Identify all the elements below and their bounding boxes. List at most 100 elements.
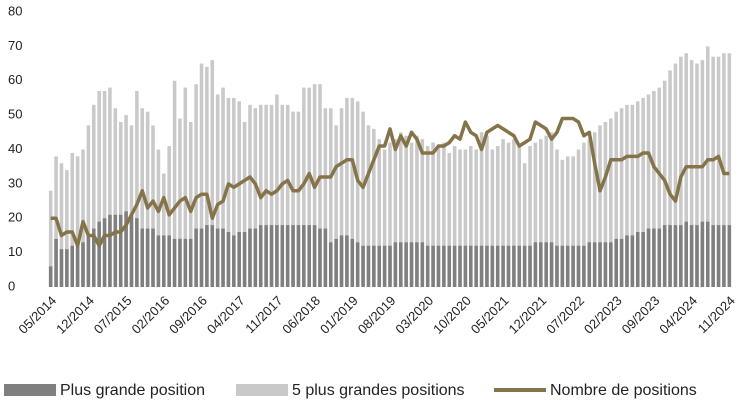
bar [253,228,258,287]
bar [689,60,694,287]
bar [65,170,69,287]
bar [151,228,155,287]
bar [587,242,592,287]
legend-label: Plus grande position [60,382,205,399]
bar [565,156,570,287]
bar [118,214,123,287]
bar [689,225,694,287]
bar [312,225,317,287]
bar [388,142,392,287]
bar [528,146,532,287]
bar [479,132,484,287]
bar [625,104,629,287]
bar [458,245,462,287]
x-tick-label: 02/2016 [129,293,173,337]
bar [614,238,618,287]
bar [592,132,597,287]
x-tick-label: 12/2021 [506,293,550,337]
bar [474,245,478,287]
bar [188,122,193,287]
bar [641,232,645,287]
bar [512,245,516,287]
bar [221,228,225,287]
bar [108,87,112,287]
bar [97,221,101,287]
bar [404,242,408,287]
bar [528,245,532,287]
bar [113,108,118,287]
bar [425,245,430,287]
bar [210,225,215,287]
bar [587,139,592,287]
bar [248,228,252,287]
bar [705,221,710,287]
bar [323,228,328,287]
bar [355,101,360,287]
bar [81,149,85,287]
bar [307,225,311,287]
bar [549,132,554,287]
bar [393,242,398,287]
bar [539,139,543,287]
bar [571,245,575,287]
bar [135,218,139,287]
bar [463,245,468,287]
bar [194,84,198,287]
bar [145,111,150,287]
bar [215,228,220,287]
bar [506,142,511,287]
bar [172,238,177,287]
bar [652,91,656,287]
bar [323,108,328,287]
y-tick-label: 30 [8,175,22,190]
x-tick-label: 08/2019 [355,293,399,337]
x-tick-label: 07/2015 [91,293,135,337]
bar [199,63,204,287]
bar [555,245,559,287]
bar [167,235,171,287]
bar [425,146,430,287]
x-tick-label: 11/2017 [242,293,285,336]
bar [258,225,263,287]
bar [565,245,570,287]
y-tick-label: 50 [8,107,22,122]
bar [232,235,236,287]
bar [673,225,678,287]
bar [431,245,435,287]
bar [555,149,559,287]
bar [700,221,705,287]
bar [334,238,338,287]
bar [54,238,58,287]
bar [264,104,268,287]
bar [592,242,597,287]
bar [652,228,656,287]
bar [490,149,495,287]
bar [129,125,134,287]
bar [517,245,522,287]
bar [635,232,640,287]
bar [474,149,478,287]
bar [232,97,236,287]
bar [431,142,435,287]
bar [447,245,452,287]
bar [657,87,662,287]
bar [199,228,204,287]
bar [237,232,241,287]
bar [598,242,602,287]
bar [377,245,382,287]
bar [113,214,118,287]
bar [614,111,618,287]
bar [188,238,193,287]
bar [108,214,112,287]
bar [409,142,414,287]
bar [485,245,489,287]
bar [522,245,527,287]
bar [280,104,285,287]
bar [129,214,134,287]
bar [727,53,732,287]
x-tick-label: 04/2017 [204,293,248,337]
bar [48,190,53,287]
bar [576,149,581,287]
bar [495,146,500,287]
x-tick-label: 12/2014 [53,293,97,337]
